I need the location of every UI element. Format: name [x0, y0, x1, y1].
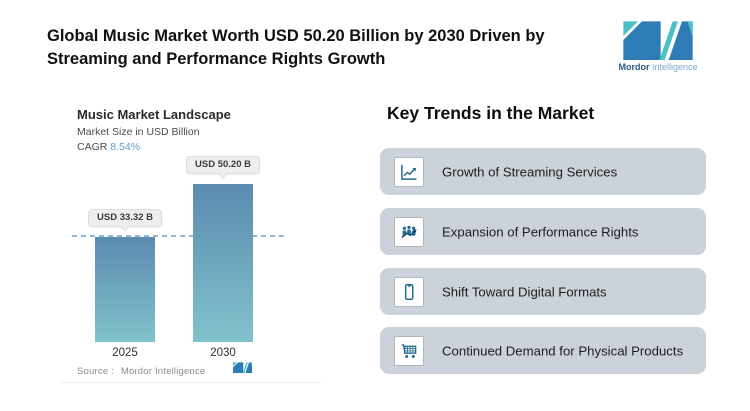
trend-card-physical-products: Continued Demand for Physical Products — [380, 327, 706, 374]
trend-card-performance-rights: Expansion of Performance Rights — [380, 208, 706, 255]
brand-wordmark: Mordor Intelligence — [618, 62, 698, 72]
cagr-label: CAGR — [77, 141, 108, 153]
bar-value-callout: USD 33.32 B — [88, 209, 162, 232]
chart-title: Music Market Landscape — [77, 107, 231, 122]
page-title-line2: Streaming and Performance Rights Growth — [47, 50, 386, 68]
trend-card-streaming: Growth of Streaming Services — [380, 148, 706, 195]
smartphone-icon — [394, 276, 424, 307]
chart-divider — [60, 382, 322, 383]
bar-value-callout: USD 50.20 B — [186, 156, 260, 179]
trend-label: Expansion of Performance Rights — [442, 224, 639, 239]
audience-trend-icon — [394, 216, 424, 247]
bar-2030 — [193, 184, 253, 342]
trend-label: Shift Toward Digital Formats — [442, 284, 607, 299]
mordor-logo-small-icon — [233, 362, 252, 373]
chart-cagr: CAGR 8.54% — [77, 141, 140, 153]
reference-line — [72, 235, 285, 237]
bar-group-2030: USD 50.20 B 2030 — [186, 156, 260, 359]
bar-2025 — [95, 237, 155, 342]
trend-label: Growth of Streaming Services — [442, 164, 618, 179]
line-chart-icon — [394, 156, 424, 187]
bar-plot: USD 33.32 B 2025 USD 50.20 B 2030 — [72, 156, 285, 359]
axis-label-2025: 2025 — [112, 347, 138, 359]
mordor-logo-icon — [623, 21, 693, 60]
source-value: Mordor Intelligence — [120, 366, 206, 377]
brand-logo: Mordor Intelligence — [608, 20, 708, 72]
bar-group-2025: USD 33.32 B 2025 — [88, 160, 162, 359]
cagr-value: 8.54% — [110, 141, 141, 153]
source-attribution: Source : Mordor Intelligence — [77, 366, 205, 377]
trend-label: Continued Demand for Physical Products — [442, 343, 684, 358]
trend-card-digital-formats: Shift Toward Digital Formats — [380, 268, 706, 315]
page-title: Global Music Market Worth USD 50.20 Bill… — [47, 25, 545, 71]
chart-subtitle: Market Size in USD Billion — [77, 126, 200, 138]
axis-label-2030: 2030 — [210, 347, 236, 359]
trends-heading: Key Trends in the Market — [387, 103, 595, 123]
page-title-line1: Global Music Market Worth USD 50.20 Bill… — [47, 27, 545, 45]
shopping-cart-icon — [394, 335, 424, 366]
source-label: Source : — [77, 366, 114, 377]
